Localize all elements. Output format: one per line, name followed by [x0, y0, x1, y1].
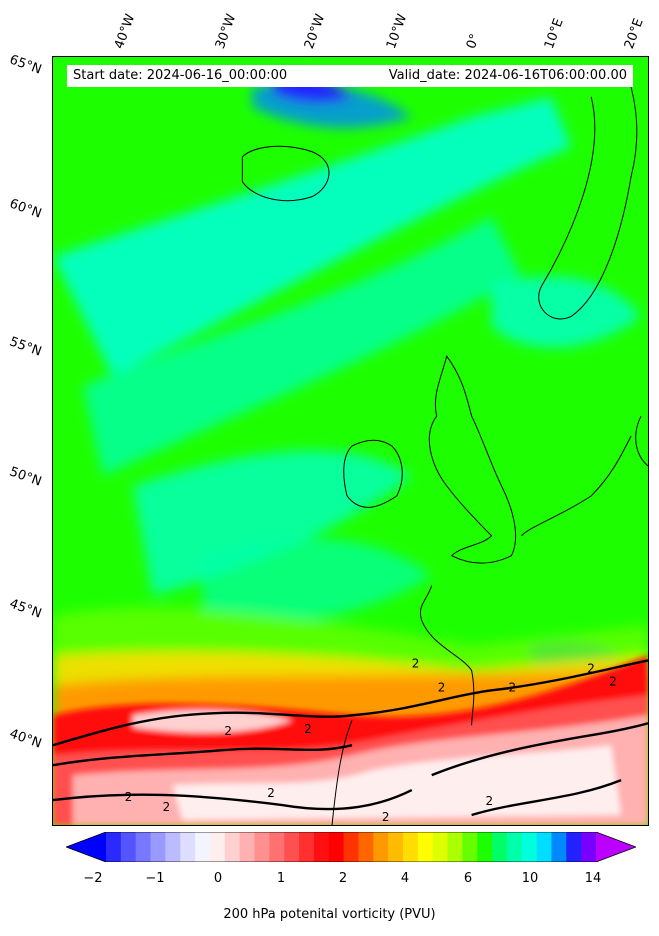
- lat-label-65n: 65°N: [7, 52, 44, 78]
- colorbar-segment: [284, 832, 300, 862]
- colorbar-segment: [477, 832, 493, 862]
- lat-label-60n: 60°N: [7, 196, 44, 222]
- colorbar-segment: [239, 832, 255, 862]
- lon-label-10e: 10°E: [541, 16, 567, 51]
- colorbar-segment: [521, 832, 538, 862]
- colorbar-extend-high: [596, 832, 636, 862]
- lon-label-10w: 10°W: [383, 12, 411, 51]
- colorbar-segment: [343, 832, 359, 862]
- colorbar-tick-1: 1: [276, 871, 286, 886]
- colorbar-tick-neg1: −1: [145, 871, 165, 886]
- colorbar-tick-neg2: −2: [83, 871, 103, 886]
- colorbar-tick-0: 0: [213, 871, 223, 886]
- valid-date-label: Valid_date: 2024-06-16T06:00:00.00: [388, 68, 627, 83]
- colorbar-title: 200 hPa potenital vorticity (PVU): [223, 907, 436, 922]
- lat-label-45n: 45°N: [7, 596, 44, 622]
- lat-label-40n: 40°N: [7, 726, 44, 752]
- contour-label: 2: [382, 810, 390, 824]
- contour-label: 2: [486, 794, 494, 808]
- colorbar-segment: [209, 832, 226, 862]
- colorbar-segment: [150, 832, 166, 862]
- colorbar-segment: [120, 832, 137, 862]
- colorbar-segment: [165, 832, 181, 862]
- colorbar-segment: [551, 832, 567, 862]
- pv-2-contour: [53, 659, 648, 817]
- contour-label: 2: [587, 661, 595, 675]
- colorbar-segment: [328, 832, 345, 862]
- lon-label-0: 0°: [463, 31, 484, 51]
- colorbar-segment: [180, 832, 196, 862]
- colorbar-segment: [462, 832, 478, 862]
- colorbar-segment: [447, 832, 463, 862]
- colorbar-segment: [536, 832, 552, 862]
- colorbar-segment: [195, 832, 211, 862]
- contour-label: 2: [224, 724, 232, 738]
- colorbar-tick-10: 10: [521, 871, 539, 886]
- colorbar-segment: [373, 832, 389, 862]
- colorbar-segment: [492, 832, 508, 862]
- contour-label: 2: [508, 680, 516, 694]
- colorbar-segment: [106, 832, 122, 862]
- colorbar-tick-4: 4: [400, 871, 410, 886]
- colorbar-segment: [402, 832, 419, 862]
- lon-label-20e: 20°E: [621, 16, 647, 51]
- colorbar-segment: [313, 832, 330, 862]
- colorbar-segment: [358, 832, 374, 862]
- colorbar-segment: [417, 832, 434, 862]
- colorbar-segment: [224, 832, 241, 862]
- colorbar-segment: [506, 832, 523, 862]
- colorbar-segment: [269, 832, 285, 862]
- colorbar: [66, 832, 636, 862]
- contour-label: 2: [304, 722, 312, 736]
- colorbar-segment: [388, 832, 404, 862]
- contour-label: 2: [438, 680, 446, 694]
- lon-label-40w: 40°W: [111, 12, 139, 51]
- colorbar-segment: [254, 832, 270, 862]
- colorbar-segment: [135, 832, 152, 862]
- coastlines: [241, 86, 648, 825]
- colorbar-tick-2: 2: [338, 871, 348, 886]
- colorbar-tick-6: 6: [463, 871, 473, 886]
- lon-label-20w: 20°W: [301, 12, 329, 51]
- colorbar-extend-low: [66, 832, 106, 862]
- lon-label-30w: 30°W: [212, 12, 240, 51]
- contour-label: 2: [267, 786, 275, 800]
- colorbar-segment: [581, 832, 597, 862]
- contour-label: 2: [412, 656, 420, 670]
- lat-label-55n: 55°N: [7, 334, 44, 360]
- colorbar-segment: [566, 832, 582, 862]
- contour-label: 2: [125, 790, 133, 804]
- contour-label: 2: [609, 674, 617, 688]
- lat-label-50n: 50°N: [7, 464, 44, 490]
- colorbar-segment: [432, 832, 449, 862]
- contour-label: 2: [163, 800, 171, 814]
- colorbar-segment: [299, 832, 315, 862]
- start-date-label: Start date: 2024-06-16_00:00:00: [73, 68, 288, 83]
- colorbar-tick-14: 14: [584, 871, 602, 886]
- date-info-bar: Start date: 2024-06-16_00:00:00 Valid_da…: [67, 65, 633, 87]
